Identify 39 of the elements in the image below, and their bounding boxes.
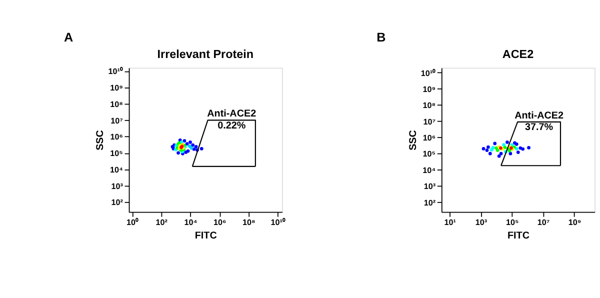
x-tick-label: 10⁶ bbox=[213, 218, 226, 227]
x-tick-label: 10⁵ bbox=[506, 218, 519, 227]
y-tick-label: 10⁹ bbox=[422, 84, 436, 94]
text: B bbox=[376, 30, 386, 45]
text: A bbox=[64, 30, 74, 45]
y-tick-label: 10⁶ bbox=[422, 134, 436, 143]
x-axis-title: FITC bbox=[194, 230, 217, 242]
x-tick-label: 10⁰ bbox=[126, 216, 139, 227]
y-tick-label: 10⁴ bbox=[422, 166, 436, 175]
y-axis-title: SSC bbox=[95, 130, 106, 150]
x-tick-label: 10¹ bbox=[444, 218, 456, 227]
chart-title: Irrelevant Protein bbox=[157, 48, 254, 61]
y-tick-label: 10² bbox=[111, 198, 124, 208]
y-tick-label: 10⁶ bbox=[110, 132, 124, 142]
y-tick-label: 10¹⁰ bbox=[420, 68, 436, 78]
annotation: Anti-ACE2 0.22% bbox=[207, 108, 257, 132]
y-tick-label: 10⁷ bbox=[423, 117, 436, 126]
x-axis-title: FITC bbox=[507, 230, 530, 242]
x-tick-label: 10¹⁰ bbox=[270, 216, 286, 227]
y-tick-label: 10⁵ bbox=[422, 150, 436, 159]
y-tick-label: 10² bbox=[424, 198, 436, 208]
y-tick-label: 10⁹ bbox=[110, 84, 124, 93]
x-tick-label: 10² bbox=[156, 218, 168, 227]
chart-title: ACE2 bbox=[502, 48, 534, 61]
y-tick-label: 10⁵ bbox=[110, 149, 124, 158]
x-tick-label: 10⁹ bbox=[568, 218, 582, 227]
y-tick-label: 10⁸ bbox=[110, 100, 124, 109]
y-tick-label: 10³ bbox=[111, 182, 124, 191]
x-tick-label: 10⁸ bbox=[242, 218, 256, 227]
x-tick-label: 10⁴ bbox=[184, 218, 198, 227]
annotation: Anti-ACE2 37.7% bbox=[514, 110, 564, 134]
y-tick-label: 10¹⁰ bbox=[108, 66, 123, 76]
y-tick-label: 10⁴ bbox=[110, 165, 123, 174]
y-tick-label: 10⁷ bbox=[110, 116, 123, 126]
y-axis-title: SSC bbox=[408, 130, 419, 150]
x-tick-label: 10⁷ bbox=[537, 218, 550, 227]
x-tick-label: 10³ bbox=[475, 218, 488, 227]
y-tick-label: 10³ bbox=[424, 182, 436, 192]
y-tick-label: 10⁸ bbox=[422, 101, 436, 110]
